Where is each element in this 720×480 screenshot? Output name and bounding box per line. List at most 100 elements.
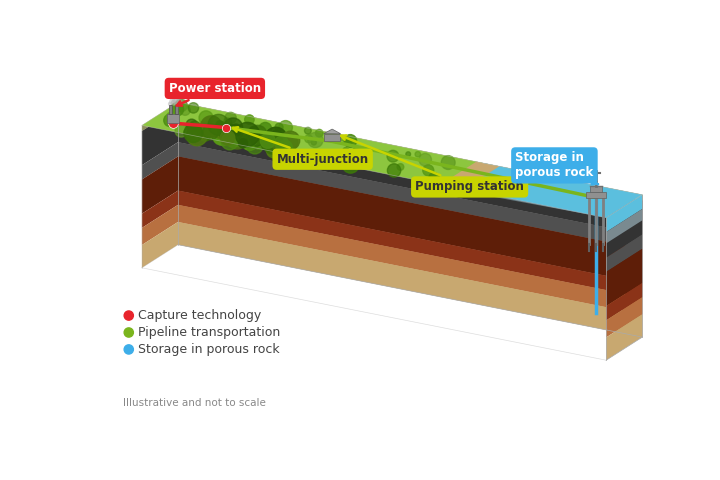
Polygon shape	[142, 205, 178, 245]
Circle shape	[423, 165, 433, 176]
Circle shape	[231, 124, 241, 134]
Circle shape	[199, 111, 213, 125]
Circle shape	[307, 132, 323, 148]
Circle shape	[341, 151, 353, 162]
Polygon shape	[178, 205, 642, 314]
Circle shape	[222, 124, 238, 140]
Circle shape	[187, 130, 196, 138]
Circle shape	[259, 122, 271, 135]
Polygon shape	[440, 162, 500, 189]
Circle shape	[170, 95, 179, 104]
Circle shape	[171, 103, 184, 116]
Polygon shape	[606, 314, 642, 360]
Text: Power station: Power station	[168, 82, 261, 106]
Polygon shape	[606, 283, 642, 320]
Circle shape	[264, 134, 284, 154]
Text: Storage in porous rock: Storage in porous rock	[138, 343, 279, 356]
Circle shape	[345, 140, 352, 146]
Circle shape	[277, 136, 290, 149]
Polygon shape	[178, 142, 642, 249]
Circle shape	[167, 112, 174, 120]
Circle shape	[305, 135, 312, 143]
Circle shape	[281, 133, 297, 151]
Circle shape	[387, 164, 401, 177]
Circle shape	[251, 136, 262, 146]
Circle shape	[235, 122, 259, 146]
Circle shape	[345, 156, 357, 168]
Polygon shape	[178, 156, 642, 283]
Circle shape	[279, 120, 292, 134]
Circle shape	[124, 311, 133, 320]
Circle shape	[272, 136, 283, 146]
Circle shape	[272, 141, 280, 149]
Circle shape	[269, 143, 286, 158]
Circle shape	[428, 173, 440, 184]
Text: Pipeline transportation: Pipeline transportation	[138, 326, 280, 339]
Circle shape	[205, 124, 218, 137]
Circle shape	[227, 128, 248, 149]
Circle shape	[223, 118, 243, 137]
Circle shape	[245, 115, 254, 124]
Polygon shape	[606, 209, 642, 243]
Circle shape	[430, 173, 436, 179]
Bar	[175, 105, 178, 114]
Bar	[325, 134, 340, 142]
Polygon shape	[178, 102, 642, 200]
Polygon shape	[142, 108, 178, 165]
Circle shape	[238, 139, 248, 148]
Bar	[167, 114, 179, 123]
Circle shape	[230, 126, 243, 139]
Circle shape	[266, 143, 282, 158]
Polygon shape	[324, 129, 341, 134]
Circle shape	[172, 96, 179, 104]
Circle shape	[213, 129, 229, 145]
Circle shape	[242, 134, 258, 150]
Circle shape	[406, 152, 410, 156]
Circle shape	[441, 156, 455, 169]
Bar	[168, 105, 172, 114]
Circle shape	[275, 136, 288, 150]
Circle shape	[248, 125, 267, 144]
Circle shape	[251, 127, 264, 140]
Circle shape	[199, 131, 210, 141]
Circle shape	[216, 121, 224, 129]
Circle shape	[180, 105, 190, 115]
Circle shape	[282, 131, 300, 150]
Circle shape	[169, 98, 176, 105]
Circle shape	[213, 132, 221, 141]
Circle shape	[215, 127, 223, 135]
Circle shape	[254, 134, 265, 145]
Circle shape	[217, 132, 230, 146]
Circle shape	[345, 138, 351, 144]
Circle shape	[186, 119, 197, 130]
Circle shape	[189, 121, 200, 132]
Circle shape	[397, 164, 404, 170]
Circle shape	[192, 130, 202, 139]
Polygon shape	[606, 235, 642, 272]
Circle shape	[233, 134, 246, 147]
Circle shape	[224, 118, 232, 126]
Circle shape	[163, 114, 176, 127]
Circle shape	[203, 124, 218, 140]
Circle shape	[344, 134, 356, 147]
Circle shape	[334, 159, 341, 166]
Circle shape	[353, 147, 361, 155]
Polygon shape	[142, 156, 178, 214]
Circle shape	[334, 151, 339, 156]
Circle shape	[419, 154, 431, 166]
Circle shape	[186, 125, 207, 146]
Polygon shape	[446, 163, 642, 218]
Text: Multi-junction: Multi-junction	[233, 127, 369, 166]
Circle shape	[218, 124, 233, 138]
Polygon shape	[178, 222, 642, 337]
Polygon shape	[178, 156, 642, 283]
Circle shape	[248, 126, 259, 137]
Circle shape	[219, 125, 235, 141]
Polygon shape	[606, 297, 642, 337]
Polygon shape	[142, 102, 178, 131]
Circle shape	[245, 133, 258, 145]
Circle shape	[387, 150, 399, 162]
Bar	[586, 192, 606, 198]
Circle shape	[343, 147, 348, 153]
Bar	[590, 186, 602, 192]
